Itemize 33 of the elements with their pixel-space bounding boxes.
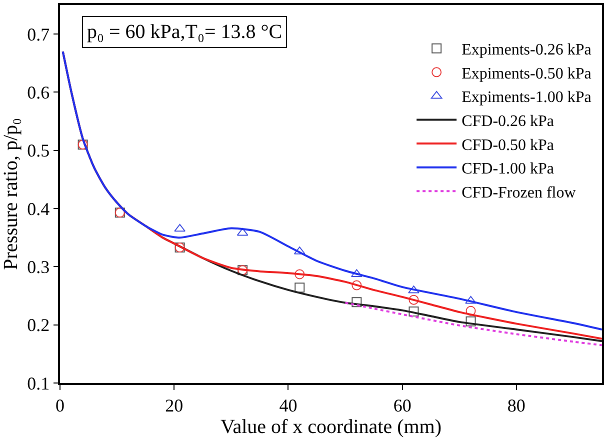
legend-label: CFD-0.50 kPa [462,136,554,154]
point [352,297,362,308]
legend-label: CFD-Frozen flow [462,184,576,202]
point [408,294,419,305]
x-tick-label: 20 [165,395,184,416]
y-tick-label: 0.7 [27,24,50,44]
point [352,280,362,290]
line-series [344,302,602,346]
point [174,224,186,232]
legend-label: Expiments-0.50 kPa [462,65,592,82]
point [466,316,476,326]
y-tick-label: 0.1 [27,373,50,394]
x-axis-title: Value of x coordinate (mm) [220,416,442,438]
y-axis-title: Pressure ratio, p/p₀ [0,118,22,270]
y-tick-label: 0.4 [27,198,50,219]
y-tick-label: 0.2 [27,315,50,336]
legend-label: CFD-0.26 kPa [462,113,554,130]
x-tick-label: 80 [507,395,526,416]
y-tick-label: 0.5 [27,140,50,161]
x-tick-label: 40 [279,395,298,416]
point [408,306,419,316]
x-tick-label: 0 [56,395,64,416]
y-tick-label: 0.3 [27,256,50,277]
x-tick-label: 60 [393,395,412,416]
point [236,228,248,236]
point [294,269,305,280]
legend-label: Expiments-0.26 kPa [462,42,592,59]
legend-label: CFD-1.00 kPa [462,160,554,178]
y-tick-label: 0.6 [27,82,50,103]
point [294,282,305,293]
annotation: p₀ = 60 kPa,T₀= 13.8 °C [87,21,282,43]
legend-label: Expiments-1.00 kPa [462,89,592,106]
point [466,306,476,316]
